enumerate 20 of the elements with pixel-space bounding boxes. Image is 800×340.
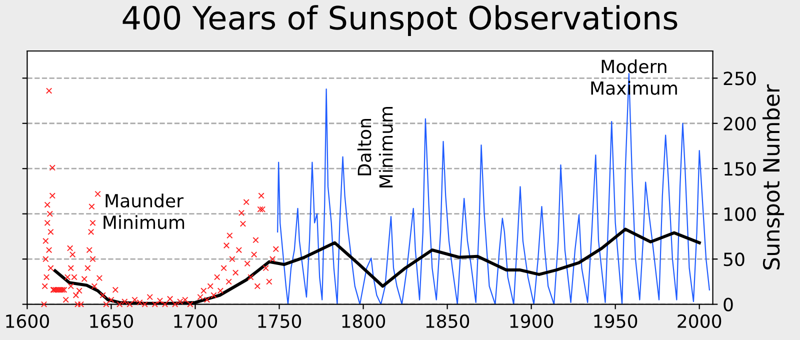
chart-title: 400 Years of Sunspot Observations [122,5,678,36]
line-series [277,73,710,304]
annotation: Dalton Minimum [357,106,393,188]
y-tick-label: 150 [724,162,756,176]
annotation: Maunder Minimum [104,194,184,230]
x-tick-label: 1800 [342,314,386,328]
x-tick-label: 1850 [426,314,470,328]
x-tick-label: 1600 [6,314,49,328]
x-tick-label: 2000 [678,314,722,328]
y-tick-label: 0 [724,298,733,312]
x-tick-label: 1700 [174,314,218,328]
y-tick-label: 100 [724,207,756,221]
x-tick-label: 1950 [594,314,638,328]
y-tick-label: 50 [724,252,744,266]
x-tick-label: 1900 [510,314,554,328]
y-axis-title: Sunspot Number [762,84,784,270]
y-tick-label: 200 [724,116,756,130]
y-tick-label: 250 [724,72,756,86]
x-tick-label: 1750 [258,314,302,328]
x-tick-label: 1650 [90,314,133,328]
